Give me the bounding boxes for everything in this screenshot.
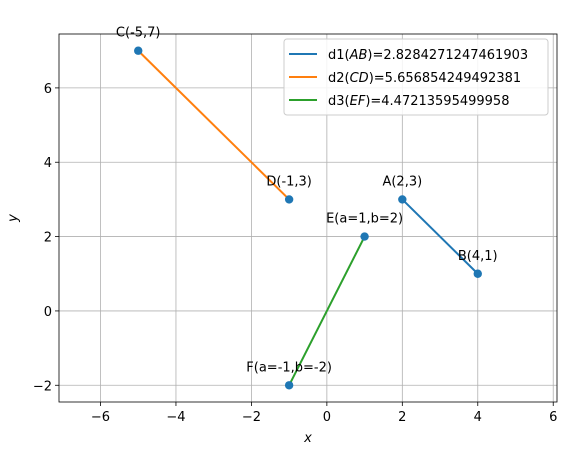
y-axis-label: y	[6, 214, 21, 223]
x-tick-label: −4	[166, 410, 185, 425]
axes-frame	[58, 33, 558, 403]
x-tick-label: −2	[242, 410, 261, 425]
y-tick-label: 4	[44, 156, 52, 171]
legend-box	[283, 38, 549, 116]
point-label: A(2,3)	[382, 174, 422, 189]
x-tick-label: −6	[91, 410, 110, 425]
point-label: C(-5,7)	[116, 26, 161, 41]
x-axis-label: x	[303, 431, 312, 446]
legend-entry-3: d3(EF)=4.47213595499958	[328, 94, 509, 109]
series-lines	[137, 50, 479, 386]
legend-entry-1: d1(AB)=2.8284271247461903	[328, 48, 528, 63]
point-marker	[360, 232, 369, 241]
point-marker	[284, 195, 294, 204]
point-label: E(a=1,b=2)	[326, 212, 403, 227]
x-tick-label: 6	[549, 410, 557, 425]
x-tick-label: 4	[474, 410, 482, 425]
point-label: D(-1,3)	[266, 174, 312, 189]
point-marker	[398, 195, 407, 204]
y-tick-label: 2	[44, 231, 52, 246]
y-tick-label: 6	[44, 82, 52, 97]
point-label: B(4,1)	[458, 249, 498, 264]
x-tick-label: 0	[323, 410, 331, 425]
y-tick-label: −2	[33, 379, 52, 394]
point-labels: A(2,3) B(4,1) C(-5,7) D(-1,3) E(a=1,b=2) F(a=…	[116, 26, 498, 376]
y-tick-label: 0	[44, 305, 52, 320]
point-marker	[134, 46, 143, 55]
x-tick-label: 2	[398, 410, 406, 425]
point-marker	[284, 381, 294, 390]
point-label: F(a=-1,b=-2)	[246, 360, 332, 375]
axis-ticks: −6 −4 −2 0 2 4 6 −2 0 2 4 6	[33, 82, 558, 425]
data-points	[134, 46, 482, 390]
series-line-3	[288, 236, 366, 386]
legend: d1(AB)=2.8284271247461903 d2(CD)=5.656854…	[283, 38, 549, 116]
series-line-1	[401, 198, 479, 275]
legend-entry-2: d2(CD)=5.656854249492381	[328, 71, 521, 86]
series-line-2	[137, 50, 290, 201]
point-marker	[473, 269, 482, 278]
